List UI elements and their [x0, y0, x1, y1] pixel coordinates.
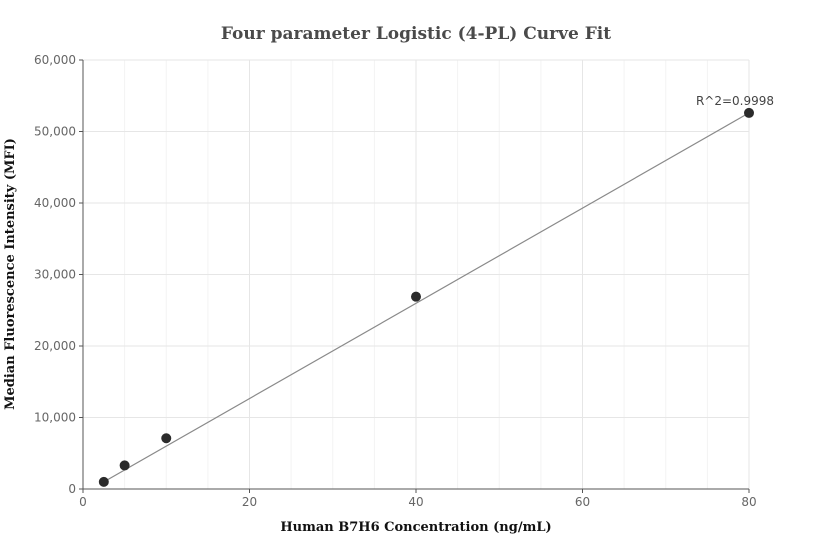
y-tick-label: 50,000 — [34, 125, 76, 139]
data-point — [744, 107, 754, 118]
x-tick-label: 0 — [79, 495, 87, 509]
grid — [83, 59, 750, 489]
data-point — [98, 476, 109, 487]
y-tick-label: 0 — [68, 482, 76, 496]
y-tick-label: 60,000 — [34, 53, 76, 67]
y-tick-label: 30,000 — [34, 268, 76, 282]
x-tick-label: 40 — [408, 495, 423, 509]
x-tick-label: 80 — [741, 495, 756, 509]
fit-line — [103, 112, 750, 483]
tick-labels: 0 10,000 20,000 30,000 40,000 50,000 60,000 0 20… — [34, 53, 757, 509]
r-squared-annotation: R^2=0.9998 — [696, 94, 774, 108]
y-tick-label: 20,000 — [34, 339, 76, 353]
y-tick-label: 40,000 — [34, 196, 76, 210]
data-point — [411, 291, 421, 302]
y-tick-label: 10,000 — [34, 411, 76, 425]
x-axis-label: Human B7H6 Concentration (ng/mL) — [280, 520, 551, 535]
data-point — [119, 460, 130, 471]
y-axis-label: Median Fluorescence Intensity (MFI) — [3, 138, 18, 410]
fit-curve — [103, 112, 750, 483]
x-tick-label: 60 — [575, 495, 590, 509]
data-points — [98, 107, 754, 487]
x-tick-label: 20 — [242, 495, 257, 509]
data-point — [161, 433, 172, 444]
axes — [79, 59, 750, 493]
chart-title: Four parameter Logistic (4-PL) Curve Fit — [221, 24, 611, 44]
